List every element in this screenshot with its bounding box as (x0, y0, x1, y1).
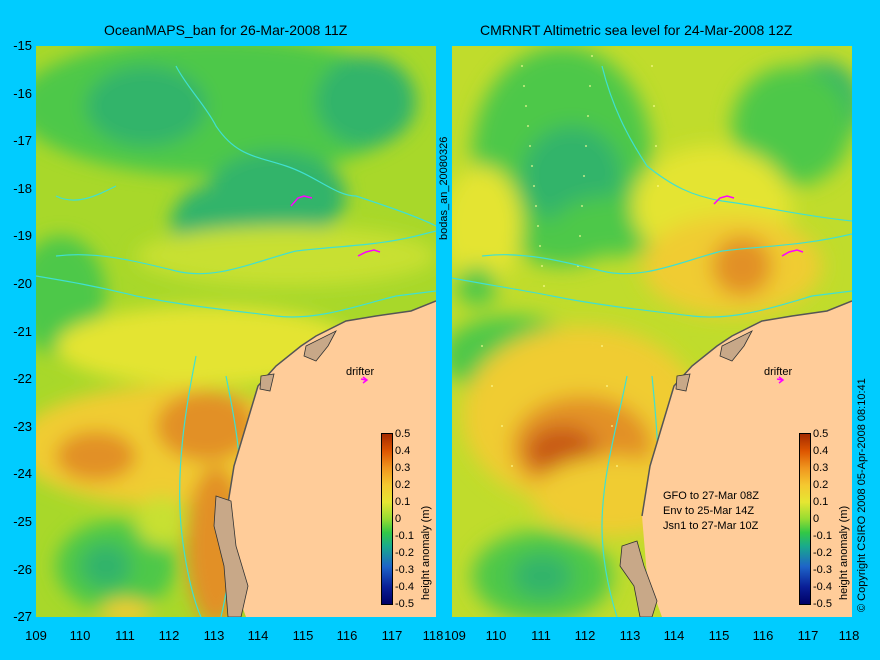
right-panel-title: CMRNRT Altimetric sea level for 24-Mar-2… (480, 22, 793, 38)
colorbar-tick-label: 0.1 (813, 496, 829, 508)
left-panel-title: OceanMAPS_ban for 26-Mar-2008 11Z (104, 22, 348, 38)
y-tick-label: -18 (13, 181, 32, 196)
x-tick-label: 114 (247, 628, 269, 643)
x-tick-label: 113 (203, 628, 225, 643)
x-tick-label: 117 (797, 628, 819, 643)
x-tick-label: 116 (752, 628, 774, 643)
observation-gfo: GFO to 27-Mar 08Z (663, 490, 759, 502)
analysis-id-label: bodas_an_20080326 (438, 136, 450, 240)
x-tick-label: 109 (25, 628, 47, 643)
colorbar-unit-label: height anomaly (m) (838, 505, 850, 600)
colorbar-tick-label: -0.1 (813, 530, 832, 542)
drifter-label-left: drifter (346, 366, 375, 378)
x-tick-label: 118 (838, 628, 860, 643)
copyright-label: © Copyright CSIRO 2008 05-Apr-2008 08:10… (856, 378, 868, 612)
x-tick-label: 110 (69, 628, 91, 643)
colorbar-tick-label: -0.4 (813, 581, 832, 593)
y-tick-label: -26 (13, 562, 32, 577)
y-tick-label: -24 (13, 466, 32, 481)
x-tick-label: 118 (422, 628, 444, 643)
y-tick-label: -15 (13, 38, 32, 53)
y-tick-label: -16 (13, 86, 32, 101)
left-map-panel (36, 46, 436, 617)
x-tick-label: 111 (115, 628, 135, 643)
colorbar-tick-label: 0.5 (813, 428, 829, 440)
colorbar-unit-label: height anomaly (m) (420, 505, 432, 600)
x-tick-label: 116 (336, 628, 358, 643)
x-tick-label: 117 (381, 628, 403, 643)
colorbar-tick-label: 0.1 (395, 496, 411, 508)
colorbar-tick-label: 0.3 (813, 462, 829, 474)
colorbar-tick-label: 0 (395, 513, 402, 525)
colorbar-tick-label: 0.5 (395, 428, 411, 440)
colorbar-tick-label: 0.3 (395, 462, 411, 474)
y-tick-label: -27 (13, 609, 32, 624)
colorbar-tick-label: -0.5 (813, 598, 832, 610)
colorbar-tick-label: 0.4 (395, 445, 411, 457)
colorbar-right-gradient (799, 433, 811, 605)
x-tick-label: 114 (663, 628, 685, 643)
y-tick-label: -19 (13, 228, 32, 243)
x-tick-label: 110 (485, 628, 507, 643)
colorbar-tick-label: 0 (813, 513, 820, 525)
x-tick-label: 112 (574, 628, 596, 643)
right-map-panel (452, 46, 852, 617)
y-tick-label: -21 (13, 324, 32, 339)
observation-info: GFO to 27-Mar 08Z Env to 25-Mar 14Z Jsn1… (663, 489, 759, 534)
y-tick-label: -17 (13, 133, 32, 148)
x-tick-label: 112 (158, 628, 180, 643)
colorbar-tick-label: -0.5 (395, 598, 414, 610)
colorbar-tick-label: 0.2 (395, 479, 411, 491)
y-tick-label: -22 (13, 371, 32, 386)
colorbar-tick-label: -0.4 (395, 581, 414, 593)
colorbar-left-gradient (381, 433, 393, 605)
colorbar-tick-label: -0.1 (395, 530, 414, 542)
observation-env: Env to 25-Mar 14Z (663, 505, 755, 517)
observation-jsn1: Jsn1 to 27-Mar 10Z (663, 520, 759, 532)
x-tick-label: 109 (444, 628, 466, 643)
colorbar-tick-label: -0.2 (395, 547, 414, 559)
x-tick-label: 111 (531, 628, 551, 643)
colorbar-tick-label: -0.3 (395, 564, 414, 576)
y-tick-label: -23 (13, 419, 32, 434)
colorbar-tick-label: 0.4 (813, 445, 829, 457)
x-tick-label: 113 (619, 628, 641, 643)
colorbar-tick-label: -0.2 (813, 547, 832, 559)
y-tick-label: -25 (13, 514, 32, 529)
y-tick-label: -20 (13, 276, 32, 291)
colorbar-tick-label: -0.3 (813, 564, 832, 576)
colorbar-tick-label: 0.2 (813, 479, 829, 491)
drifter-label-right: drifter (764, 366, 793, 378)
x-tick-label: 115 (292, 628, 314, 643)
x-tick-label: 115 (708, 628, 730, 643)
